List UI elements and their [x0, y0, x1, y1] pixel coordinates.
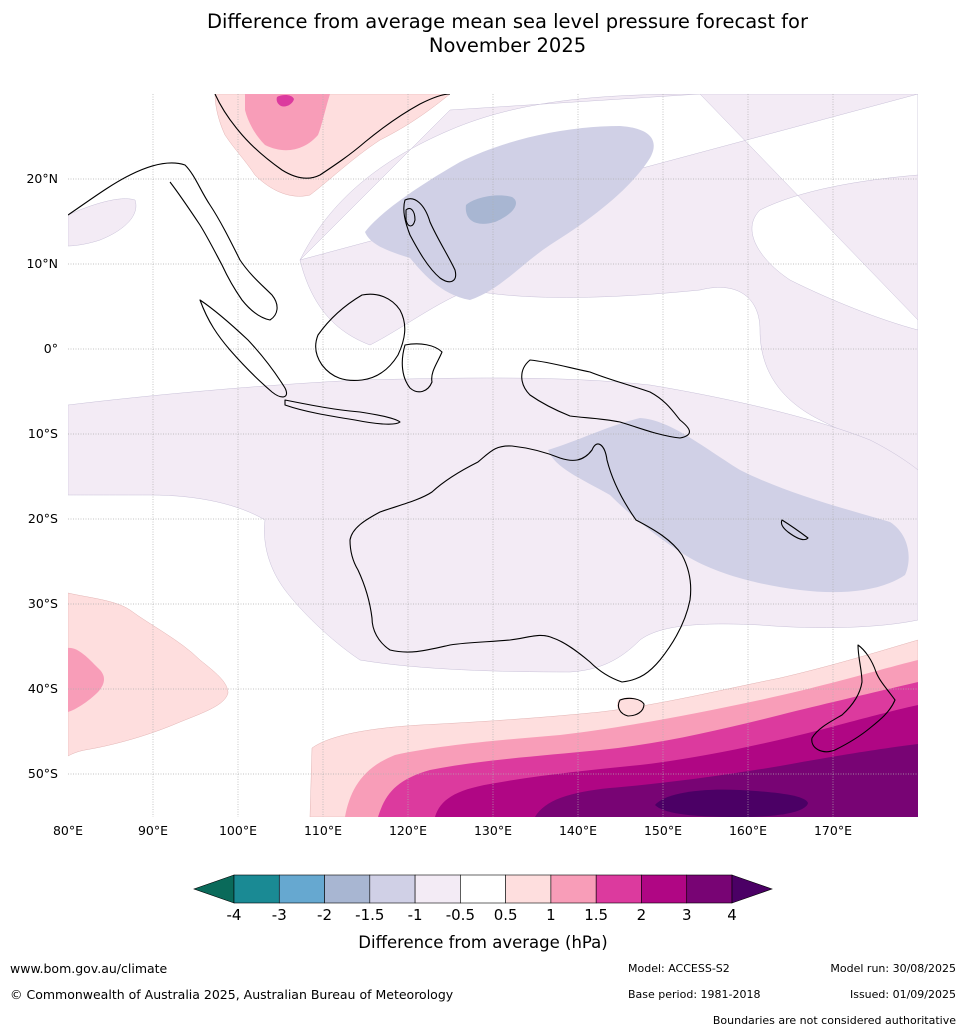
lon-label: 120°E [389, 823, 427, 838]
lon-label: 170°E [814, 823, 852, 838]
coast-new-guinea [521, 359, 690, 439]
coast-new-zealand [811, 644, 896, 753]
colorbar-segment [278, 874, 325, 904]
colorbar-tick-labels: -4 -3 -2 -1.5 -1 -0.5 0.5 1 1.5 2 3 4 [227, 906, 737, 924]
colorbar-tick-label: -1.5 [355, 906, 384, 924]
footer-base-period: Base period: 1981-2018 [628, 988, 761, 1001]
anomaly-region-pos-3-south [535, 744, 918, 817]
colorbar-over-arrow [731, 874, 773, 904]
lat-tick-labels: 20°N 10°N 0° 10°S 20°S 30°S 40°S 50°S [26, 171, 58, 781]
title-line-1: Difference from average mean sea level p… [207, 10, 808, 33]
lon-label: 140°E [559, 823, 597, 838]
lon-label: 130°E [474, 823, 512, 838]
colorbar-segment [460, 874, 506, 904]
colorbar-label: Difference from average (hPa) [358, 933, 607, 952]
lat-label: 40°S [28, 681, 58, 696]
colorbar-segment [414, 874, 461, 904]
coast-asia-mainland [68, 94, 451, 321]
lon-label: 90°E [138, 823, 168, 838]
lat-label: 50°S [28, 766, 58, 781]
footer-url: www.bom.gov.au/climate [10, 961, 168, 976]
colorbar-tick-label: 1 [546, 906, 556, 924]
colorbar-tick-label: -0.5 [446, 906, 475, 924]
colorbar-tick-label: -4 [227, 906, 242, 924]
colorbar-tick-label: -2 [317, 906, 332, 924]
lon-tick-labels: 80°E 90°E 100°E 110°E 120°E 130°E 140°E … [53, 823, 852, 838]
colorbar-tick-label: -3 [272, 906, 287, 924]
colorbar-segment [550, 874, 597, 904]
coast-sumatra [199, 299, 288, 398]
coast-sulawesi [401, 343, 443, 393]
lat-label: 20°S [28, 511, 58, 526]
lon-label: 100°E [219, 823, 257, 838]
colorbar-tick-label: 4 [727, 906, 737, 924]
lon-label: 150°E [644, 823, 682, 838]
lat-label: 0° [44, 341, 58, 356]
colorbar-segment [324, 874, 371, 904]
lat-label: 10°S [28, 426, 58, 441]
colorbar-tick-label: 0.5 [494, 906, 518, 924]
colorbar-tick-label: -1 [408, 906, 423, 924]
coast-borneo [315, 293, 406, 382]
lat-label: 10°N [26, 256, 58, 271]
lat-label: 20°N [26, 171, 58, 186]
coast-australia [349, 443, 692, 683]
colorbar: -4 -3 -2 -1.5 -1 -0.5 0.5 1 1.5 2 3 4 Difference fr… [193, 874, 773, 952]
map-title: Difference from average mean sea level p… [0, 10, 965, 58]
anomaly-region-pos-0.5-tasmania [617, 697, 645, 718]
colorbar-segment [369, 874, 416, 904]
colorbar-segment [641, 874, 688, 904]
anomaly-region-neg-1.5-philippines [465, 195, 516, 224]
colorbar-tick-label: 3 [682, 906, 692, 924]
footer-disclaimer: Boundaries are not considered authoritat… [712, 1014, 956, 1027]
anomaly-region-neg-0.5-west [68, 198, 137, 247]
lon-label: 160°E [729, 823, 767, 838]
colorbar-segment [686, 874, 733, 904]
footer-copyright: © Commonwealth of Australia 2025, Austra… [10, 987, 454, 1002]
anomaly-region-neg-1-coralsea [548, 418, 909, 593]
colorbar-segment [595, 874, 642, 904]
lat-label: 30°S [28, 596, 58, 611]
lon-label: 80°E [53, 823, 83, 838]
coast-philippines [403, 198, 457, 283]
anomaly-region-pos-1.5-china [276, 94, 294, 107]
coast-new-caledonia [780, 519, 809, 541]
colorbar-segment [505, 874, 552, 904]
footer-model-run: Model run: 30/08/2025 [830, 962, 956, 975]
lon-label: 110°E [304, 823, 342, 838]
anomaly-region-pos-1-indian [68, 647, 104, 712]
title-line-2: November 2025 [428, 34, 587, 57]
colorbar-under-arrow [193, 874, 235, 904]
anomaly-region-pos-1-china [245, 94, 330, 151]
colorbar-segments [233, 874, 733, 904]
coast-java [284, 399, 401, 425]
graticule [68, 94, 918, 817]
colorbar-segment [233, 874, 280, 904]
anomaly-region-pos-4-south [655, 789, 808, 817]
colorbar-tick-label: 2 [637, 906, 647, 924]
colorbar-tick-label: 1.5 [584, 906, 608, 924]
coastlines [68, 94, 896, 753]
coast-taiwan [405, 207, 416, 227]
footer-issued: Issued: 01/09/2025 [849, 988, 956, 1001]
anomaly-region-pos-0.5-indian [68, 592, 229, 757]
coast-tasmania [617, 697, 645, 717]
footer-model: Model: ACCESS-S2 [628, 962, 730, 975]
